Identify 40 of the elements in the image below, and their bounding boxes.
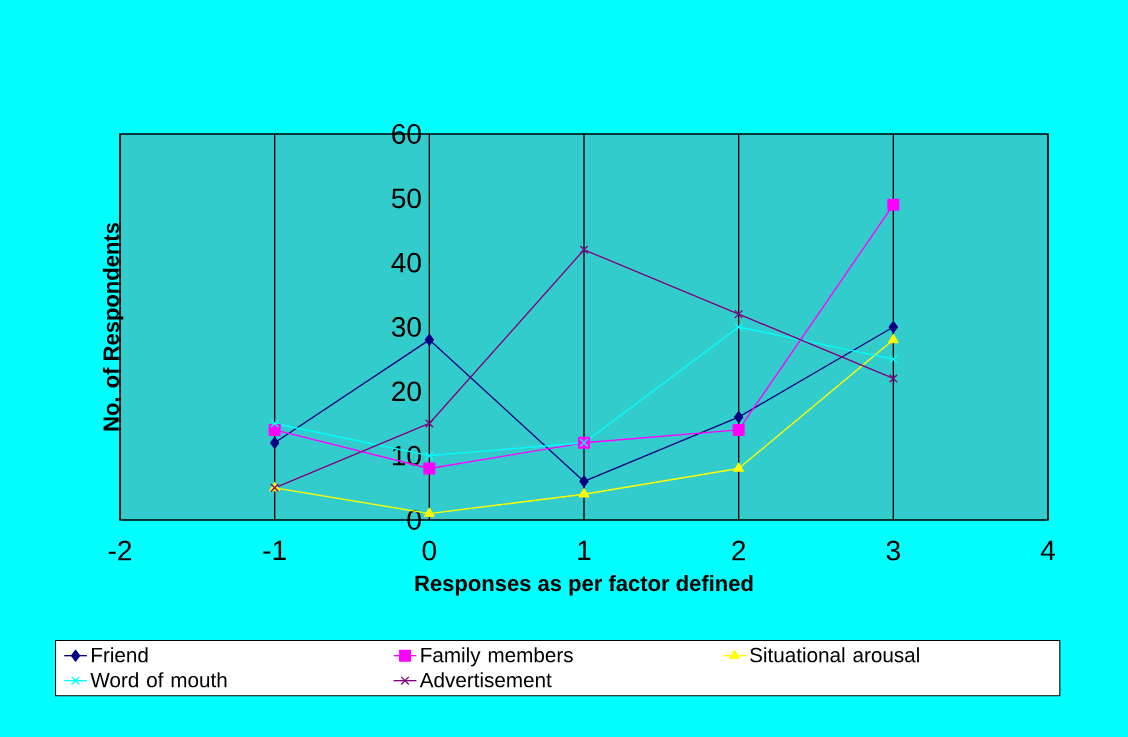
point (424, 451, 434, 461)
y-tick-label: 20 (392, 381, 421, 402)
point (424, 507, 435, 517)
y-tick-label: 50 (391, 188, 421, 209)
point (732, 423, 745, 436)
point (270, 419, 280, 428)
x-tick-label: 0 (422, 540, 437, 561)
legend-label: Advertisement (419, 672, 552, 688)
point (579, 245, 589, 255)
y-tick-label: 10 (392, 445, 421, 466)
y-axis-title: No. of Respondents (102, 222, 124, 431)
x-axis-title: Responses as per factor defined (415, 575, 753, 596)
point (888, 354, 898, 364)
point (424, 419, 434, 428)
legend-label: Situational arousal (750, 647, 919, 663)
y-tick-label: 40 (391, 252, 421, 273)
point (733, 411, 744, 424)
point (888, 374, 898, 383)
point (578, 488, 590, 498)
x-tick-label: -2 (108, 540, 132, 561)
point (270, 436, 280, 449)
point (423, 462, 436, 475)
point (734, 322, 744, 332)
point (888, 333, 899, 344)
legend-label: Family members (421, 647, 573, 667)
x-tick-label: 2 (732, 540, 746, 561)
x-tick-label: 3 (886, 540, 900, 561)
point (888, 320, 898, 333)
point (734, 309, 744, 319)
x-tick-label: 1 (578, 540, 591, 560)
x-tick-label: -1 (263, 540, 286, 560)
point (268, 423, 281, 436)
y-tick-label: 30 (391, 317, 421, 337)
point (733, 462, 744, 472)
x-tick-label: 4 (1040, 540, 1055, 560)
point (887, 198, 900, 211)
point (579, 475, 589, 488)
point (424, 333, 434, 346)
legend-label: Friend (92, 647, 148, 663)
legend-label: Word of mouth (90, 672, 227, 688)
